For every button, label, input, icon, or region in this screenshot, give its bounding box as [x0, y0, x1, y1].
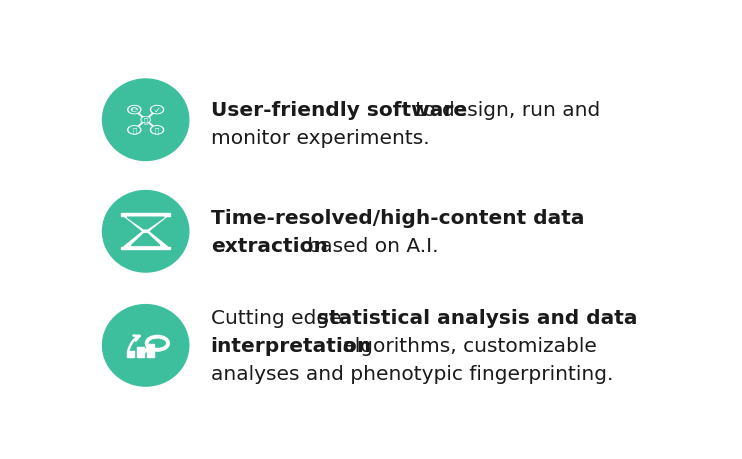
- Bar: [147, 344, 154, 357]
- Circle shape: [152, 128, 162, 134]
- Text: statistical analysis and data: statistical analysis and data: [317, 308, 637, 327]
- Bar: [121, 214, 170, 216]
- Bar: [137, 347, 144, 357]
- Ellipse shape: [102, 191, 188, 273]
- Circle shape: [151, 127, 164, 134]
- Text: 👍: 👍: [132, 127, 137, 134]
- Circle shape: [128, 106, 141, 114]
- Text: Cutting edge: Cutting edge: [211, 308, 348, 327]
- Polygon shape: [127, 218, 164, 230]
- Polygon shape: [124, 232, 168, 247]
- Text: User-friendly software: User-friendly software: [211, 101, 467, 119]
- Circle shape: [129, 107, 139, 113]
- Circle shape: [129, 128, 139, 134]
- Text: algorithms, customizable: algorithms, customizable: [335, 336, 597, 355]
- Text: based on A.I.: based on A.I.: [301, 236, 439, 255]
- Ellipse shape: [102, 80, 188, 161]
- Circle shape: [128, 127, 141, 134]
- Text: monitor experiments.: monitor experiments.: [211, 129, 430, 148]
- Text: 💡: 💡: [155, 127, 160, 134]
- Circle shape: [151, 106, 164, 114]
- Circle shape: [141, 118, 151, 123]
- Text: 🧑: 🧑: [143, 117, 148, 124]
- Circle shape: [144, 231, 147, 233]
- Text: analyses and phenotypic fingerprinting.: analyses and phenotypic fingerprinting.: [211, 364, 613, 383]
- Text: extraction: extraction: [211, 236, 327, 255]
- Polygon shape: [131, 234, 160, 246]
- Bar: [127, 351, 134, 357]
- Text: to design, run and: to design, run and: [409, 101, 600, 119]
- Circle shape: [131, 109, 137, 112]
- Ellipse shape: [102, 305, 188, 386]
- Bar: [121, 247, 170, 250]
- Circle shape: [152, 107, 162, 113]
- Text: interpretation: interpretation: [211, 336, 372, 355]
- Text: ✓: ✓: [154, 106, 160, 115]
- Circle shape: [142, 118, 149, 123]
- Polygon shape: [124, 216, 168, 232]
- Text: Time-resolved/high-content data: Time-resolved/high-content data: [211, 208, 584, 227]
